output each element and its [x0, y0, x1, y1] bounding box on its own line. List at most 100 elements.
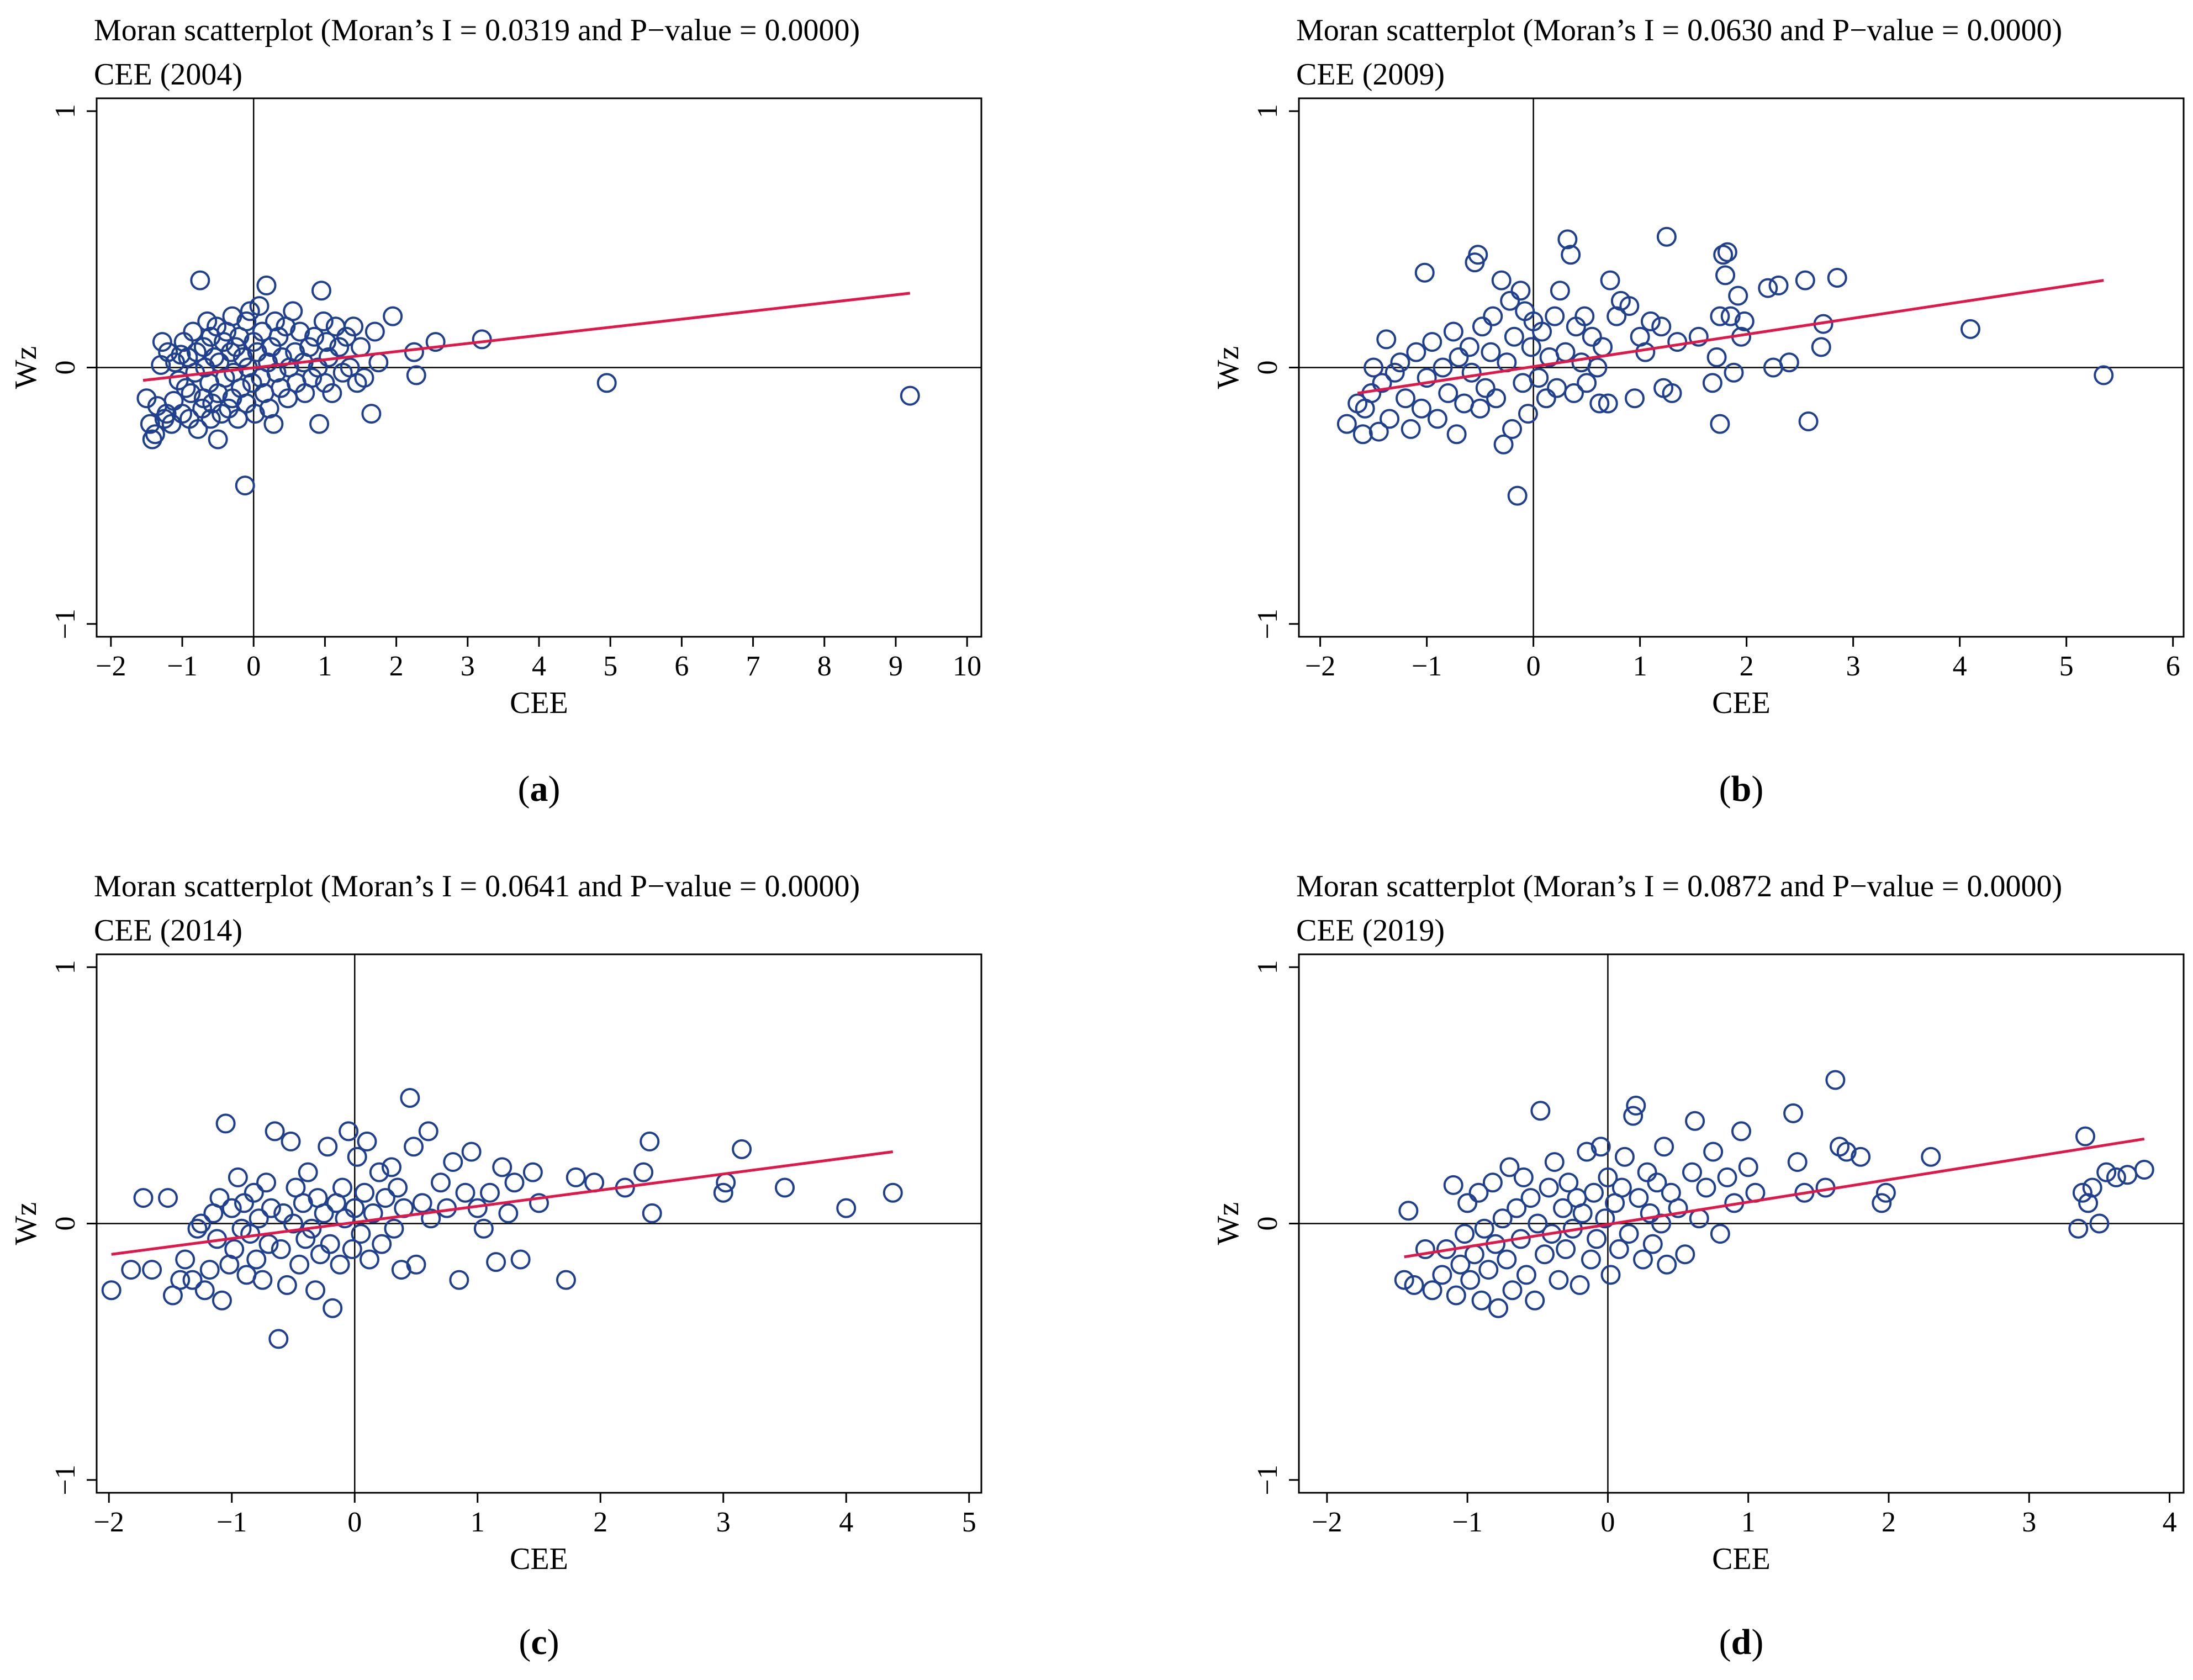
data-point [1492, 1208, 1513, 1229]
data-point [431, 1172, 451, 1193]
data-point [181, 383, 201, 403]
data-point [1590, 1137, 1611, 1157]
data-point [1539, 1177, 1559, 1198]
data-point [2075, 1126, 2095, 1147]
data-point [1582, 326, 1602, 347]
data-point [640, 1131, 660, 1151]
x-tick-label: 5 [2059, 651, 2074, 682]
data-point [320, 1234, 340, 1254]
chart-title: Moran scatterplot (Moran’s I = 0.0641 an… [94, 869, 860, 904]
y-tick-label: 0 [50, 361, 81, 375]
data-point [1547, 378, 1567, 398]
data-point [406, 365, 426, 385]
data-point [1598, 393, 1618, 414]
data-point [1457, 1193, 1478, 1213]
data-point [1475, 378, 1496, 398]
data-point [256, 275, 277, 295]
data-point [221, 1198, 242, 1218]
panel-d: Moran scatterplot (Moran’s I = 0.0872 an… [1211, 869, 2185, 1662]
data-point [421, 1208, 441, 1229]
data-point [283, 301, 303, 321]
x-tick-label: 2 [1882, 1507, 1896, 1538]
data-point [313, 311, 334, 331]
data-point [404, 342, 424, 362]
data-point [400, 1088, 420, 1108]
regression-line [142, 292, 911, 382]
x-axis-title: CEE [510, 1542, 568, 1576]
data-point [1472, 316, 1492, 337]
data-point [298, 1162, 318, 1182]
data-point [382, 1157, 401, 1177]
data-point [1640, 1203, 1660, 1223]
data-point [1600, 270, 1620, 290]
x-tick-label: −1 [1412, 651, 1442, 682]
data-point [1640, 311, 1661, 331]
data-point [498, 1203, 519, 1223]
data-point [183, 321, 203, 342]
data-point [1536, 388, 1556, 409]
data-point [277, 1275, 297, 1295]
data-point [1609, 1239, 1629, 1259]
data-point [372, 1234, 392, 1254]
panel-b: Moran scatterplot (Moran’s I = 0.0630 an… [1211, 13, 2185, 809]
chart-title: Moran scatterplot (Moran’s I = 0.0319 an… [94, 13, 860, 47]
data-point [318, 1137, 338, 1157]
data-point [883, 1182, 903, 1203]
data-point [404, 1137, 424, 1157]
data-point [246, 1249, 267, 1270]
data-point [492, 1157, 512, 1177]
panel-label: (d) [1719, 1622, 1764, 1662]
data-point [271, 1239, 291, 1259]
data-point [268, 326, 289, 347]
data-point [258, 1234, 279, 1254]
regression-line [111, 1150, 894, 1256]
x-tick-label: −1 [167, 651, 197, 682]
panel-c: Moran scatterplot (Moran’s I = 0.0641 an… [9, 869, 982, 1662]
data-point [175, 1249, 195, 1270]
data-point [2082, 1177, 2102, 1198]
data-point [1478, 1260, 1499, 1280]
data-point [1624, 388, 1645, 409]
chart-subtitle: CEE (2009) [1296, 57, 1445, 92]
y-tick-label: −1 [50, 1465, 81, 1495]
data-point [1530, 1101, 1551, 1121]
data-point [1710, 306, 1730, 326]
x-axis-title: CEE [1712, 1542, 1771, 1576]
data-point [121, 1260, 141, 1280]
data-point [249, 1208, 269, 1229]
data-point [220, 342, 241, 362]
data-point [256, 1172, 277, 1193]
data-point [1486, 388, 1507, 409]
data-point [1481, 342, 1501, 362]
data-point [305, 1280, 326, 1301]
data-point [732, 1139, 752, 1159]
data-point [1570, 1275, 1590, 1295]
panel-a: Moran scatterplot (Moran’s I = 0.0319 an… [9, 13, 982, 809]
data-point [480, 1182, 500, 1203]
data-point [361, 404, 382, 424]
data-point [309, 414, 330, 434]
x-tick-label: 6 [2166, 651, 2180, 682]
x-tick-label: −2 [96, 651, 126, 682]
data-point [1336, 414, 1357, 434]
panels-group: Moran scatterplot (Moran’s I = 0.0319 an… [9, 13, 2185, 1662]
data-point [1513, 1167, 1534, 1187]
data-point [289, 1254, 310, 1275]
data-point [1507, 1198, 1527, 1218]
data-point [1401, 419, 1421, 439]
data-point [222, 306, 242, 326]
data-point [182, 1270, 203, 1290]
data-point [510, 1249, 531, 1270]
data-point [1734, 311, 1755, 331]
data-point [188, 419, 208, 439]
data-point [1738, 1157, 1758, 1177]
data-point [566, 1167, 586, 1187]
data-point [1642, 1234, 1663, 1254]
data-point [314, 1203, 334, 1223]
y-axis-title: Wz [9, 1202, 43, 1245]
data-point [1768, 275, 1789, 295]
data-point [304, 326, 325, 347]
data-point [1468, 1182, 1489, 1203]
data-point [1875, 1182, 1896, 1203]
